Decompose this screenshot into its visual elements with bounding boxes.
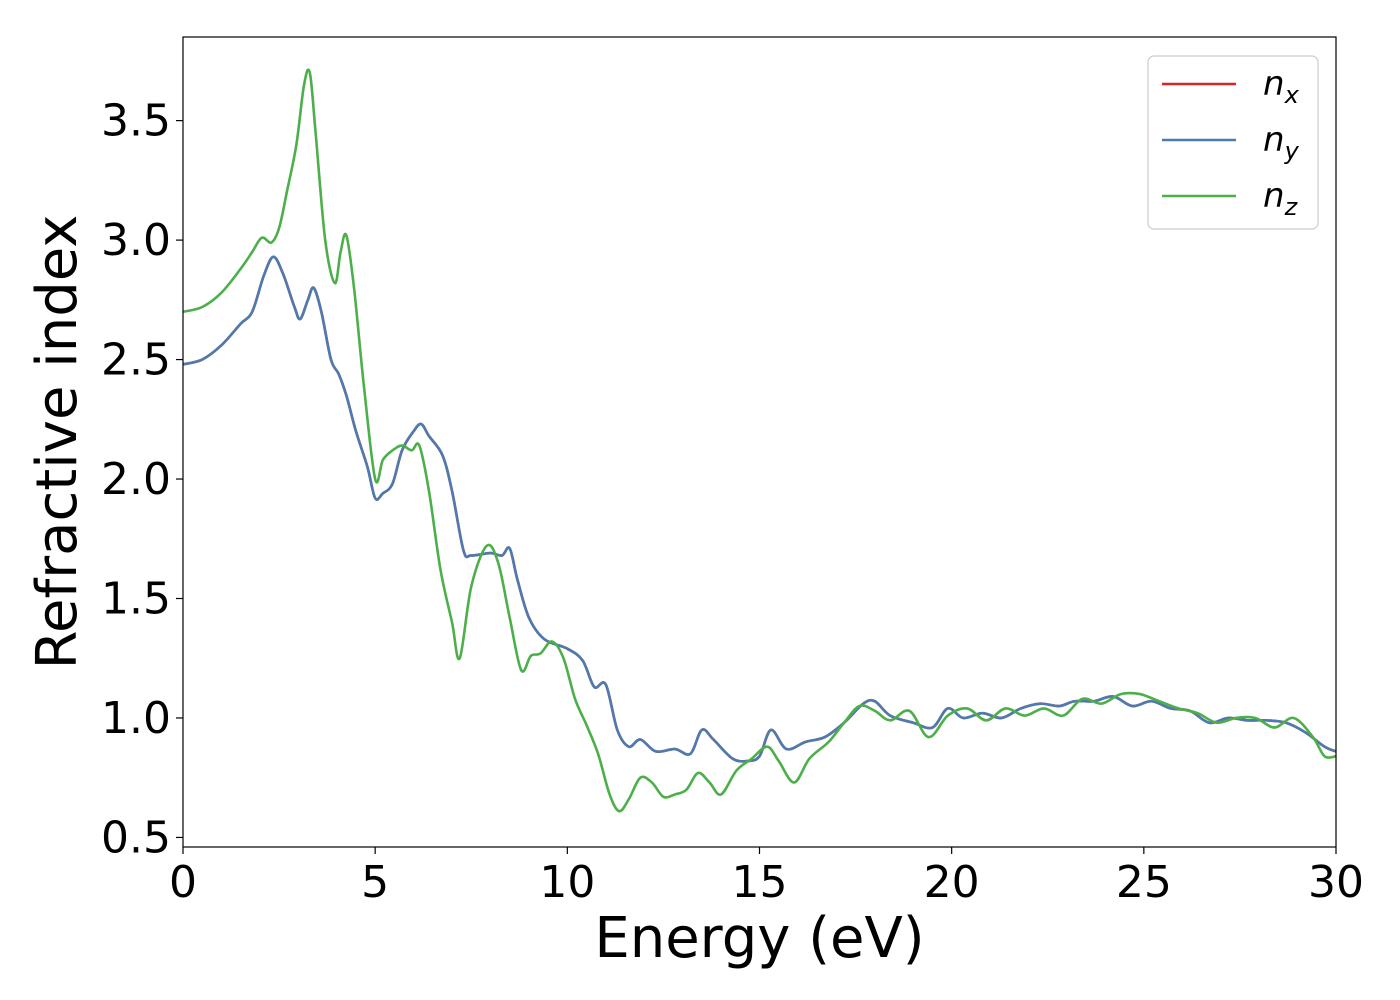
x-tick-label: 25 <box>1116 857 1172 908</box>
legend-entries: nx ny nz <box>1162 64 1300 221</box>
series-layer <box>183 68 1336 813</box>
x-tick-label: 15 <box>732 857 788 908</box>
y-tick-label: 3.0 <box>101 215 171 266</box>
y-axis-ticks: 0.5 1.0 1.5 2.0 2.5 3.0 3.5 <box>101 96 183 863</box>
x-tick-label: 30 <box>1308 857 1364 908</box>
legend-label-nx: nx <box>1263 64 1300 109</box>
y-tick-label: 0.5 <box>101 812 171 863</box>
series-line-nz <box>183 68 1336 813</box>
y-tick-label: 3.5 <box>101 96 171 147</box>
legend-label-nz: nz <box>1263 176 1299 221</box>
x-axis-ticks: 0 5 10 15 20 25 30 <box>169 847 1364 908</box>
plot-area <box>182 36 1337 848</box>
legend-box <box>1147 55 1319 230</box>
y-tick-label: 1.0 <box>101 693 171 744</box>
y-tick-label: 2.0 <box>101 454 171 505</box>
series-line-ny <box>183 255 1336 763</box>
x-tick-label: 20 <box>924 857 980 908</box>
y-tick-label: 2.5 <box>101 335 171 386</box>
x-tick-label: 0 <box>169 857 197 908</box>
legend-label-ny: ny <box>1263 120 1300 165</box>
y-axis-label: Refractive index <box>25 215 90 670</box>
legend: nx ny nz <box>1147 55 1319 230</box>
x-tick-label: 5 <box>361 857 389 908</box>
y-tick-label: 1.5 <box>101 574 171 625</box>
x-axis-label: Energy (eV) <box>594 906 924 971</box>
x-tick-label: 10 <box>539 857 595 908</box>
